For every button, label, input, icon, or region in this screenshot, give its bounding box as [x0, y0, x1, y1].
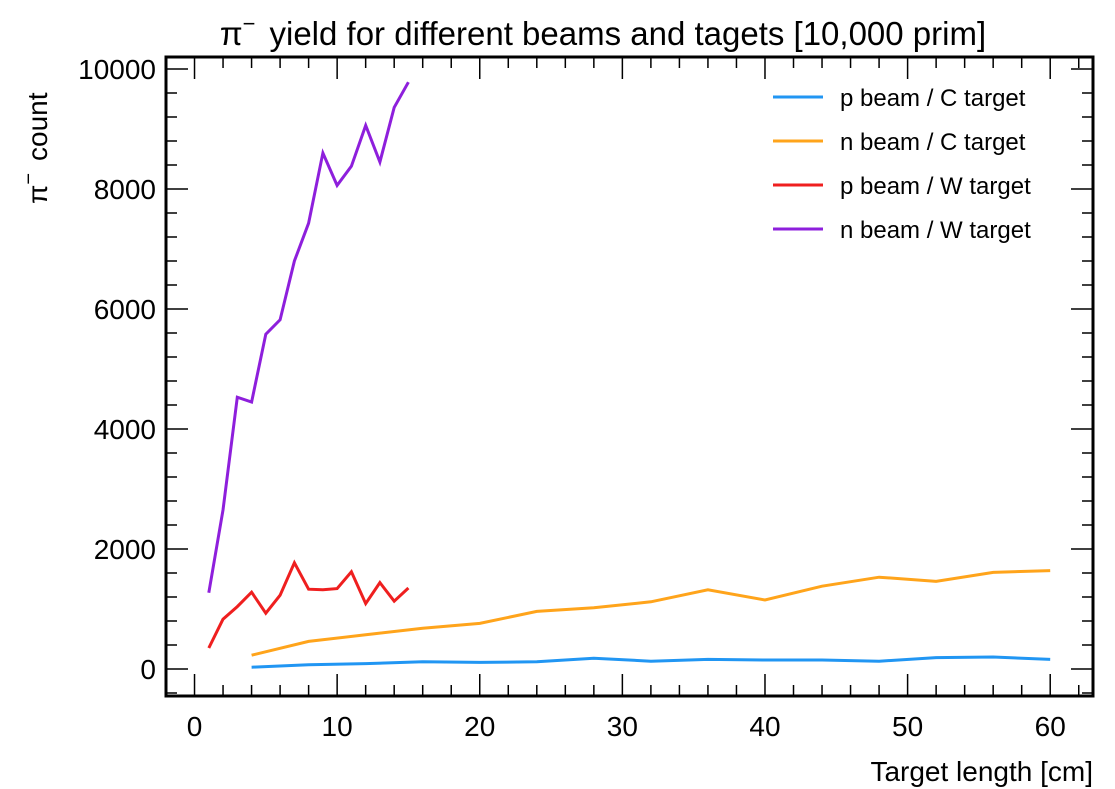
y-tick-label: 0: [140, 654, 156, 685]
series-line-4: [207, 81, 410, 594]
x-tick-label: 20: [464, 711, 495, 742]
plot-frame: [164, 55, 1095, 698]
y-tick-label: 8000: [94, 174, 156, 205]
legend-label: p beam / W target: [840, 173, 1031, 200]
series-line-3: [207, 559, 410, 649]
x-tick-label: 60: [1035, 711, 1066, 742]
legend-label: p beam / C target: [840, 85, 1026, 112]
legend-label: n beam / W target: [840, 217, 1031, 244]
x-tick-label: 0: [187, 711, 203, 742]
y-tick-label: 10000: [78, 54, 156, 85]
series-line-2: [251, 569, 1051, 657]
chart-title: π− yield for different beams and tagets […: [220, 11, 986, 52]
legend-label: n beam / C target: [840, 129, 1026, 156]
x-tick-label: 10: [322, 711, 353, 742]
y-tick-label: 4000: [94, 414, 156, 445]
x-axis-label: Target length [cm]: [870, 756, 1093, 787]
y-tick-label: 2000: [94, 534, 156, 565]
legend: p beam / C target n beam / C target p beam…: [773, 85, 1031, 244]
x-tick-label: 40: [749, 711, 780, 742]
tick-labels: 0 10 20 30 40 50 60 0 2000 4000 6000 8000 10000: [78, 54, 1066, 742]
series-lines: [207, 81, 1051, 669]
x-tick-label: 30: [607, 711, 638, 742]
y-axis-label: π−count: [18, 92, 53, 204]
axis-ticks: [165, 57, 1093, 696]
y-tick-label: 6000: [94, 294, 156, 325]
x-tick-label: 50: [892, 711, 923, 742]
series-line-1: [251, 655, 1051, 669]
